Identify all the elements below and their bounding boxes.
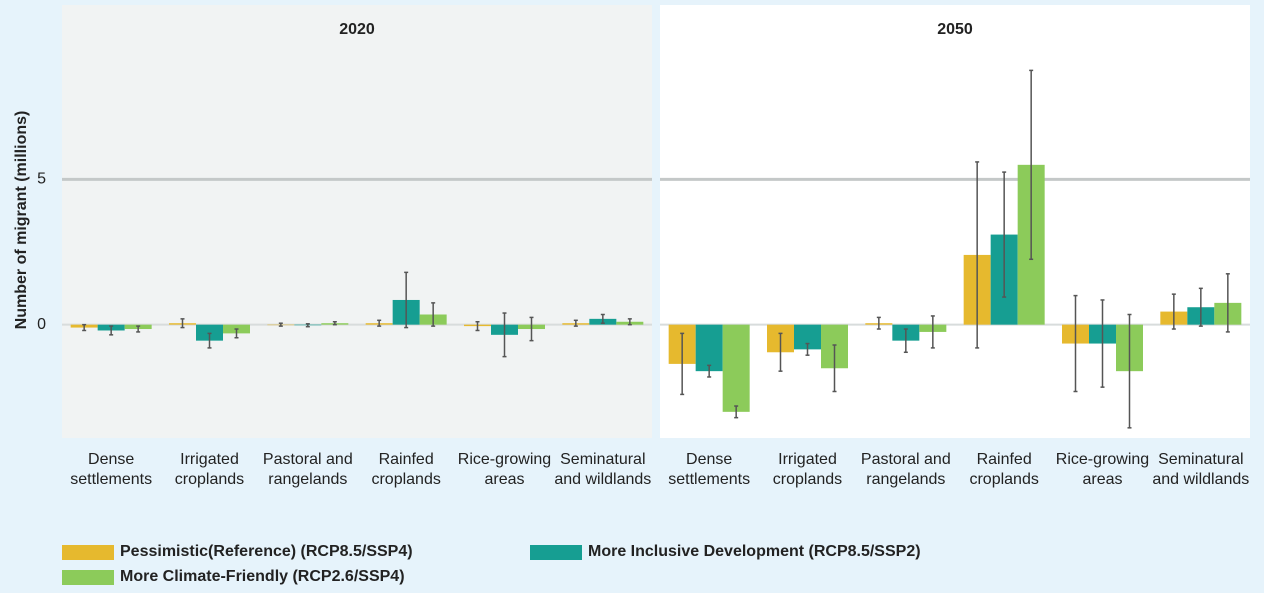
legend-entry: More Climate-Friendly (RCP2.6/SSP4) bbox=[62, 568, 405, 586]
x-tick-label: Rice-growing areas bbox=[457, 451, 552, 488]
x-tick-label: Dense settlements bbox=[70, 451, 153, 488]
x-tick-label: Dense settlements bbox=[668, 451, 751, 488]
panel-title: 2020 bbox=[339, 21, 375, 38]
bar bbox=[695, 324, 723, 372]
legend-entry: More Inclusive Development (RCP8.5/SSP2) bbox=[530, 543, 921, 561]
y-axis-label: Number of migrant (millions) bbox=[13, 111, 30, 330]
panel-title: 2050 bbox=[937, 21, 973, 38]
x-tick-label: Pastoral and rangelands bbox=[262, 451, 353, 488]
legend-label: More Inclusive Development (RCP8.5/SSP2) bbox=[588, 543, 921, 560]
x-tick-label: Rainfed croplands bbox=[969, 451, 1039, 488]
panel-background bbox=[62, 5, 652, 438]
x-tick-label: Seminatural and wildlands bbox=[554, 451, 652, 488]
x-tick-label: Seminatural and wildlands bbox=[1152, 451, 1250, 488]
panel-background bbox=[660, 5, 1250, 438]
y-tick-label: 5 bbox=[37, 171, 46, 188]
legend-entry: Pessimistic(Reference) (RCP8.5/SSP4) bbox=[62, 543, 413, 561]
x-tick-label: Irrigated croplands bbox=[772, 451, 843, 488]
legend-swatch bbox=[62, 544, 114, 560]
x-tick-label: Irrigated croplands bbox=[174, 451, 245, 488]
bar bbox=[722, 324, 750, 412]
legend-swatch bbox=[530, 544, 582, 560]
x-tick-label: Rainfed croplands bbox=[371, 451, 441, 488]
legend-swatch bbox=[62, 569, 114, 585]
x-tick-label: Pastoral and rangelands bbox=[860, 451, 951, 488]
y-tick-label: 0 bbox=[37, 316, 46, 333]
legend-label: Pessimistic(Reference) (RCP8.5/SSP4) bbox=[120, 543, 413, 560]
legend-label: More Climate-Friendly (RCP2.6/SSP4) bbox=[120, 568, 405, 585]
x-tick-label: Rice-growing areas bbox=[1055, 451, 1150, 488]
